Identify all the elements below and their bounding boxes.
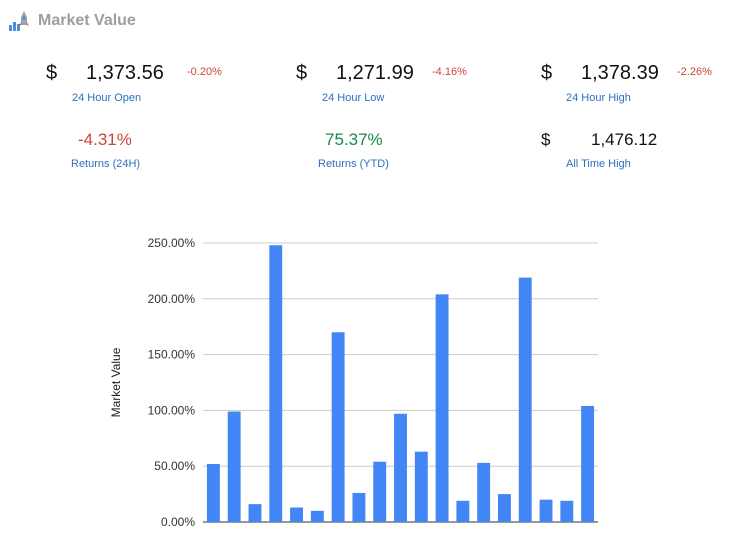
returns-ytd-label: Returns (YTD) xyxy=(318,158,389,170)
bar[interactable] xyxy=(477,462,491,522)
high-value: 1,378.39 xyxy=(581,62,659,84)
currency-symbol: $ xyxy=(541,130,551,149)
ath-label: All Time High xyxy=(566,158,631,170)
currency-symbol: $ xyxy=(46,62,58,84)
page-title: Market Value xyxy=(38,12,136,29)
high-label: 24 Hour High xyxy=(566,92,631,104)
bar[interactable] xyxy=(310,510,324,522)
bar[interactable] xyxy=(518,277,532,522)
y-axis-label: Market Value xyxy=(109,347,123,417)
stat-low: $1,271.99 xyxy=(296,62,414,85)
bar[interactable] xyxy=(581,405,595,522)
y-tick-label: 150.00% xyxy=(148,348,196,362)
low-value: 1,271.99 xyxy=(336,62,414,84)
bar[interactable] xyxy=(290,507,303,522)
open-label: 24 Hour Open xyxy=(72,92,142,104)
y-tick-label: 250.00% xyxy=(148,236,196,250)
bar[interactable] xyxy=(539,499,553,522)
chart-bars xyxy=(206,245,595,522)
low-delta: -4.16% xyxy=(432,66,467,78)
bar[interactable] xyxy=(206,463,220,522)
returns-ytd-value: 75.37% xyxy=(325,130,383,149)
bar[interactable] xyxy=(498,494,511,522)
bar[interactable] xyxy=(227,411,241,522)
bar[interactable] xyxy=(331,332,345,522)
high-delta: -2.26% xyxy=(677,66,712,78)
chart-rocket-icon xyxy=(9,11,29,31)
returns-24h-label: Returns (24H) xyxy=(71,158,141,170)
y-tick-label: 50.00% xyxy=(154,459,195,473)
ath-value: 1,476.12 xyxy=(591,130,658,149)
currency-symbol: $ xyxy=(541,62,553,84)
y-tick-label: 100.00% xyxy=(148,403,196,417)
bar[interactable] xyxy=(269,245,283,522)
returns-24h-value: -4.31% xyxy=(78,130,132,149)
bar[interactable] xyxy=(456,500,470,522)
stat-high: $1,378.39 xyxy=(541,62,659,85)
chart-yticks: 0.00% 50.00% 100.00% 150.00% 200.00% 250.00% xyxy=(148,236,196,529)
bar[interactable] xyxy=(560,500,574,522)
y-tick-label: 0.00% xyxy=(161,515,195,529)
stat-open: $1,373.56 xyxy=(46,62,164,85)
open-delta: -0.20% xyxy=(187,66,222,78)
bar[interactable] xyxy=(394,413,407,522)
bar[interactable] xyxy=(248,504,262,522)
bar[interactable] xyxy=(414,451,428,522)
currency-symbol: $ xyxy=(296,62,308,84)
open-value: 1,373.56 xyxy=(86,62,164,84)
stat-ath: $1,476.12 xyxy=(541,130,657,150)
y-tick-label: 200.00% xyxy=(148,292,196,306)
bar[interactable] xyxy=(435,294,449,522)
bar[interactable] xyxy=(352,492,366,522)
low-label: 24 Hour Low xyxy=(322,92,385,104)
header: Market Value xyxy=(8,8,136,34)
bar[interactable] xyxy=(373,461,387,522)
